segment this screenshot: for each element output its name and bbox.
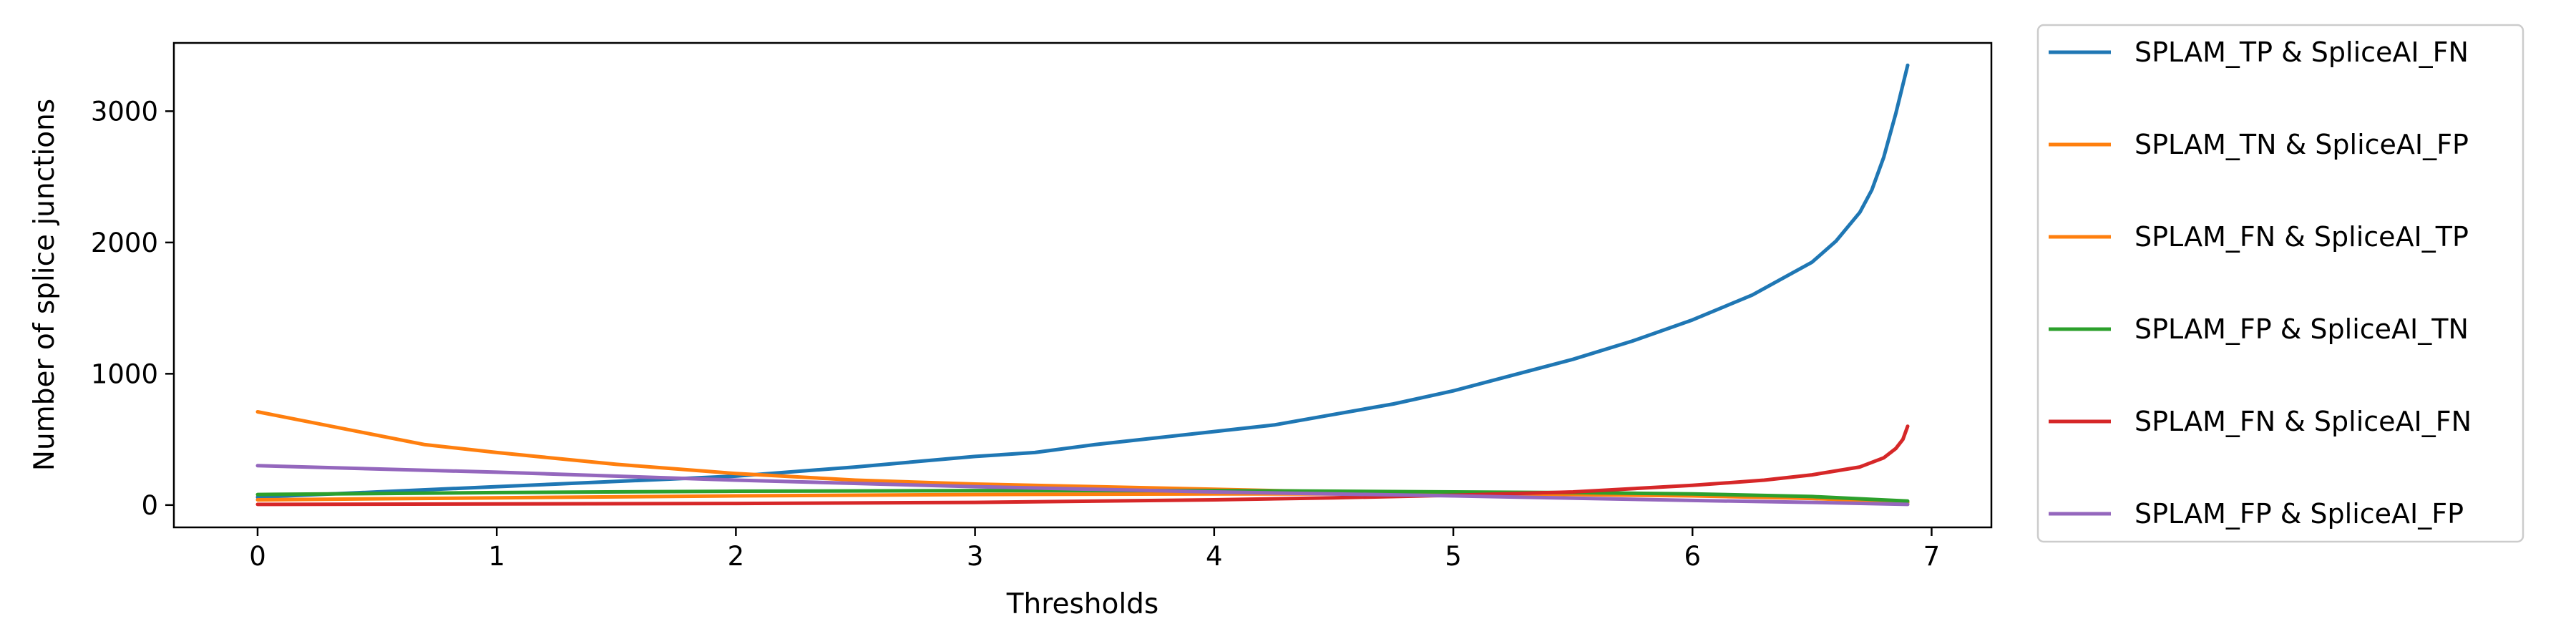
x-tick-label: 4 — [1206, 541, 1223, 572]
series-line-1 — [255, 63, 1910, 499]
legend-label-3: SPLAM_FN & SpliceAI_TP — [2135, 221, 2469, 253]
legend-label-4: SPLAM_FP & SpliceAI_TN — [2135, 313, 2469, 345]
legend-label-1: SPLAM_TP & SpliceAI_FN — [2135, 36, 2469, 68]
series-line-4 — [255, 489, 1910, 503]
x-tick-label: 0 — [249, 541, 266, 572]
x-tick-label: 3 — [967, 541, 984, 572]
x-tick-label: 6 — [1684, 541, 1701, 572]
legend-box — [2036, 24, 2524, 543]
legend-label-5: SPLAM_FN & SpliceAI_FN — [2135, 406, 2472, 437]
series-line-5 — [255, 424, 1910, 507]
y-tick-label: 1000 — [91, 358, 158, 389]
series-line-6 — [255, 464, 1910, 507]
x-axis-label: Thresholds — [1006, 588, 1159, 620]
legend-label-2: SPLAM_TN & SpliceAI_FP — [2135, 129, 2469, 160]
plot-area — [255, 63, 1910, 507]
y-axis-label: Number of splice junctions — [29, 99, 61, 471]
y-tick-label: 0 — [141, 490, 158, 521]
y-tick-label: 3000 — [91, 96, 158, 127]
x-tick-label: 7 — [1923, 541, 1941, 572]
x-tick-label: 1 — [488, 541, 505, 572]
y-tick-label: 2000 — [91, 228, 158, 258]
x-tick-label: 2 — [728, 541, 745, 572]
legend: SPLAM_TP & SpliceAI_FN SPLAM_TN & SpliceA… — [2036, 24, 2524, 543]
legend-label-6: SPLAM_FP & SpliceAI_FP — [2135, 498, 2464, 530]
plot-frame — [172, 42, 1993, 529]
x-tick-label: 5 — [1445, 541, 1462, 572]
axes: 0 1 2 3 4 5 6 7 0 1000 2000 3000 — [91, 42, 1993, 572]
